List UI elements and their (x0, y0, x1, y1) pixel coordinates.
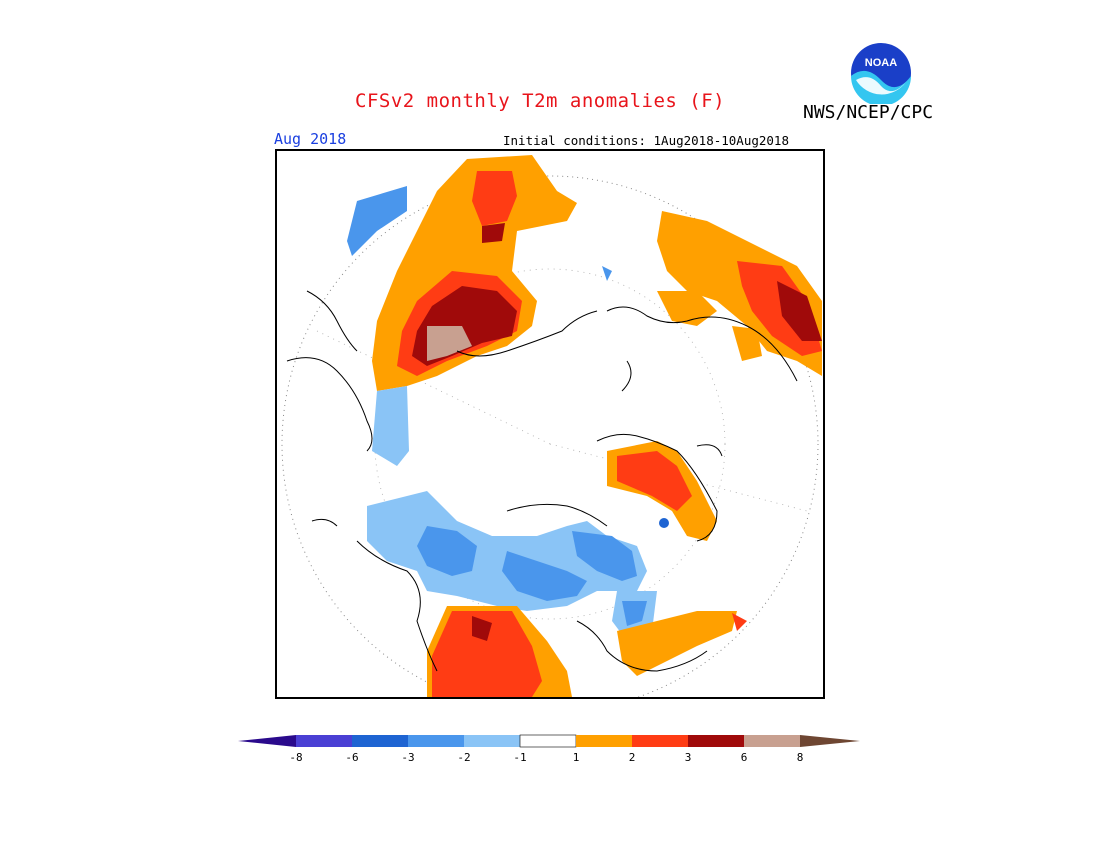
legend-bin (408, 735, 464, 747)
legend-tick-label: -8 (289, 751, 302, 764)
map-panel (275, 149, 825, 699)
anomaly-western-us (427, 606, 747, 697)
legend-tick-label: 1 (573, 751, 580, 764)
agency-label: NWS/NCEP/CPC (803, 102, 934, 123)
legend-tick-label: -2 (457, 751, 470, 764)
polar-map (281, 155, 822, 697)
legend-tick-label: 2 (629, 751, 636, 764)
legend-max-triangle (800, 735, 860, 747)
legend-bin (632, 735, 688, 747)
coastlines (286, 290, 798, 672)
anomaly-europe (347, 155, 577, 466)
legend-tick-label: -3 (401, 751, 414, 764)
valid-month: Aug 2018 (274, 130, 347, 148)
legend-tick-label: 6 (741, 751, 748, 764)
legend-bin (296, 735, 352, 747)
color-legend: -8 -6 -3 -2 -1 1 2 3 6 8 (238, 734, 860, 764)
initial-conditions: Initial conditions: 1Aug2018-10Aug2018 (503, 133, 789, 148)
legend-bin (576, 735, 632, 747)
logo-text: NOAA (865, 57, 897, 69)
legend-bin (688, 735, 744, 747)
latitude-circle (374, 268, 726, 620)
legend-tick-label: 8 (797, 751, 804, 764)
anomaly-canada (367, 491, 657, 641)
anomaly-east-asia (602, 211, 822, 376)
hemisphere-boundary (281, 175, 819, 697)
legend-tick-label: 3 (685, 751, 692, 764)
legend-bin (352, 735, 408, 747)
legend-bin (744, 735, 800, 747)
legend-tick-label: -1 (513, 751, 526, 764)
noaa-logo: NOAA (851, 43, 911, 104)
legend-bin (519, 734, 577, 748)
legend-min-triangle (238, 735, 296, 747)
legend-bin (464, 735, 520, 747)
anomaly-alaska (607, 441, 717, 541)
chart-title: CFSv2 monthly T2m anomalies (F) (355, 90, 726, 112)
legend-tick-label: -6 (345, 751, 358, 764)
